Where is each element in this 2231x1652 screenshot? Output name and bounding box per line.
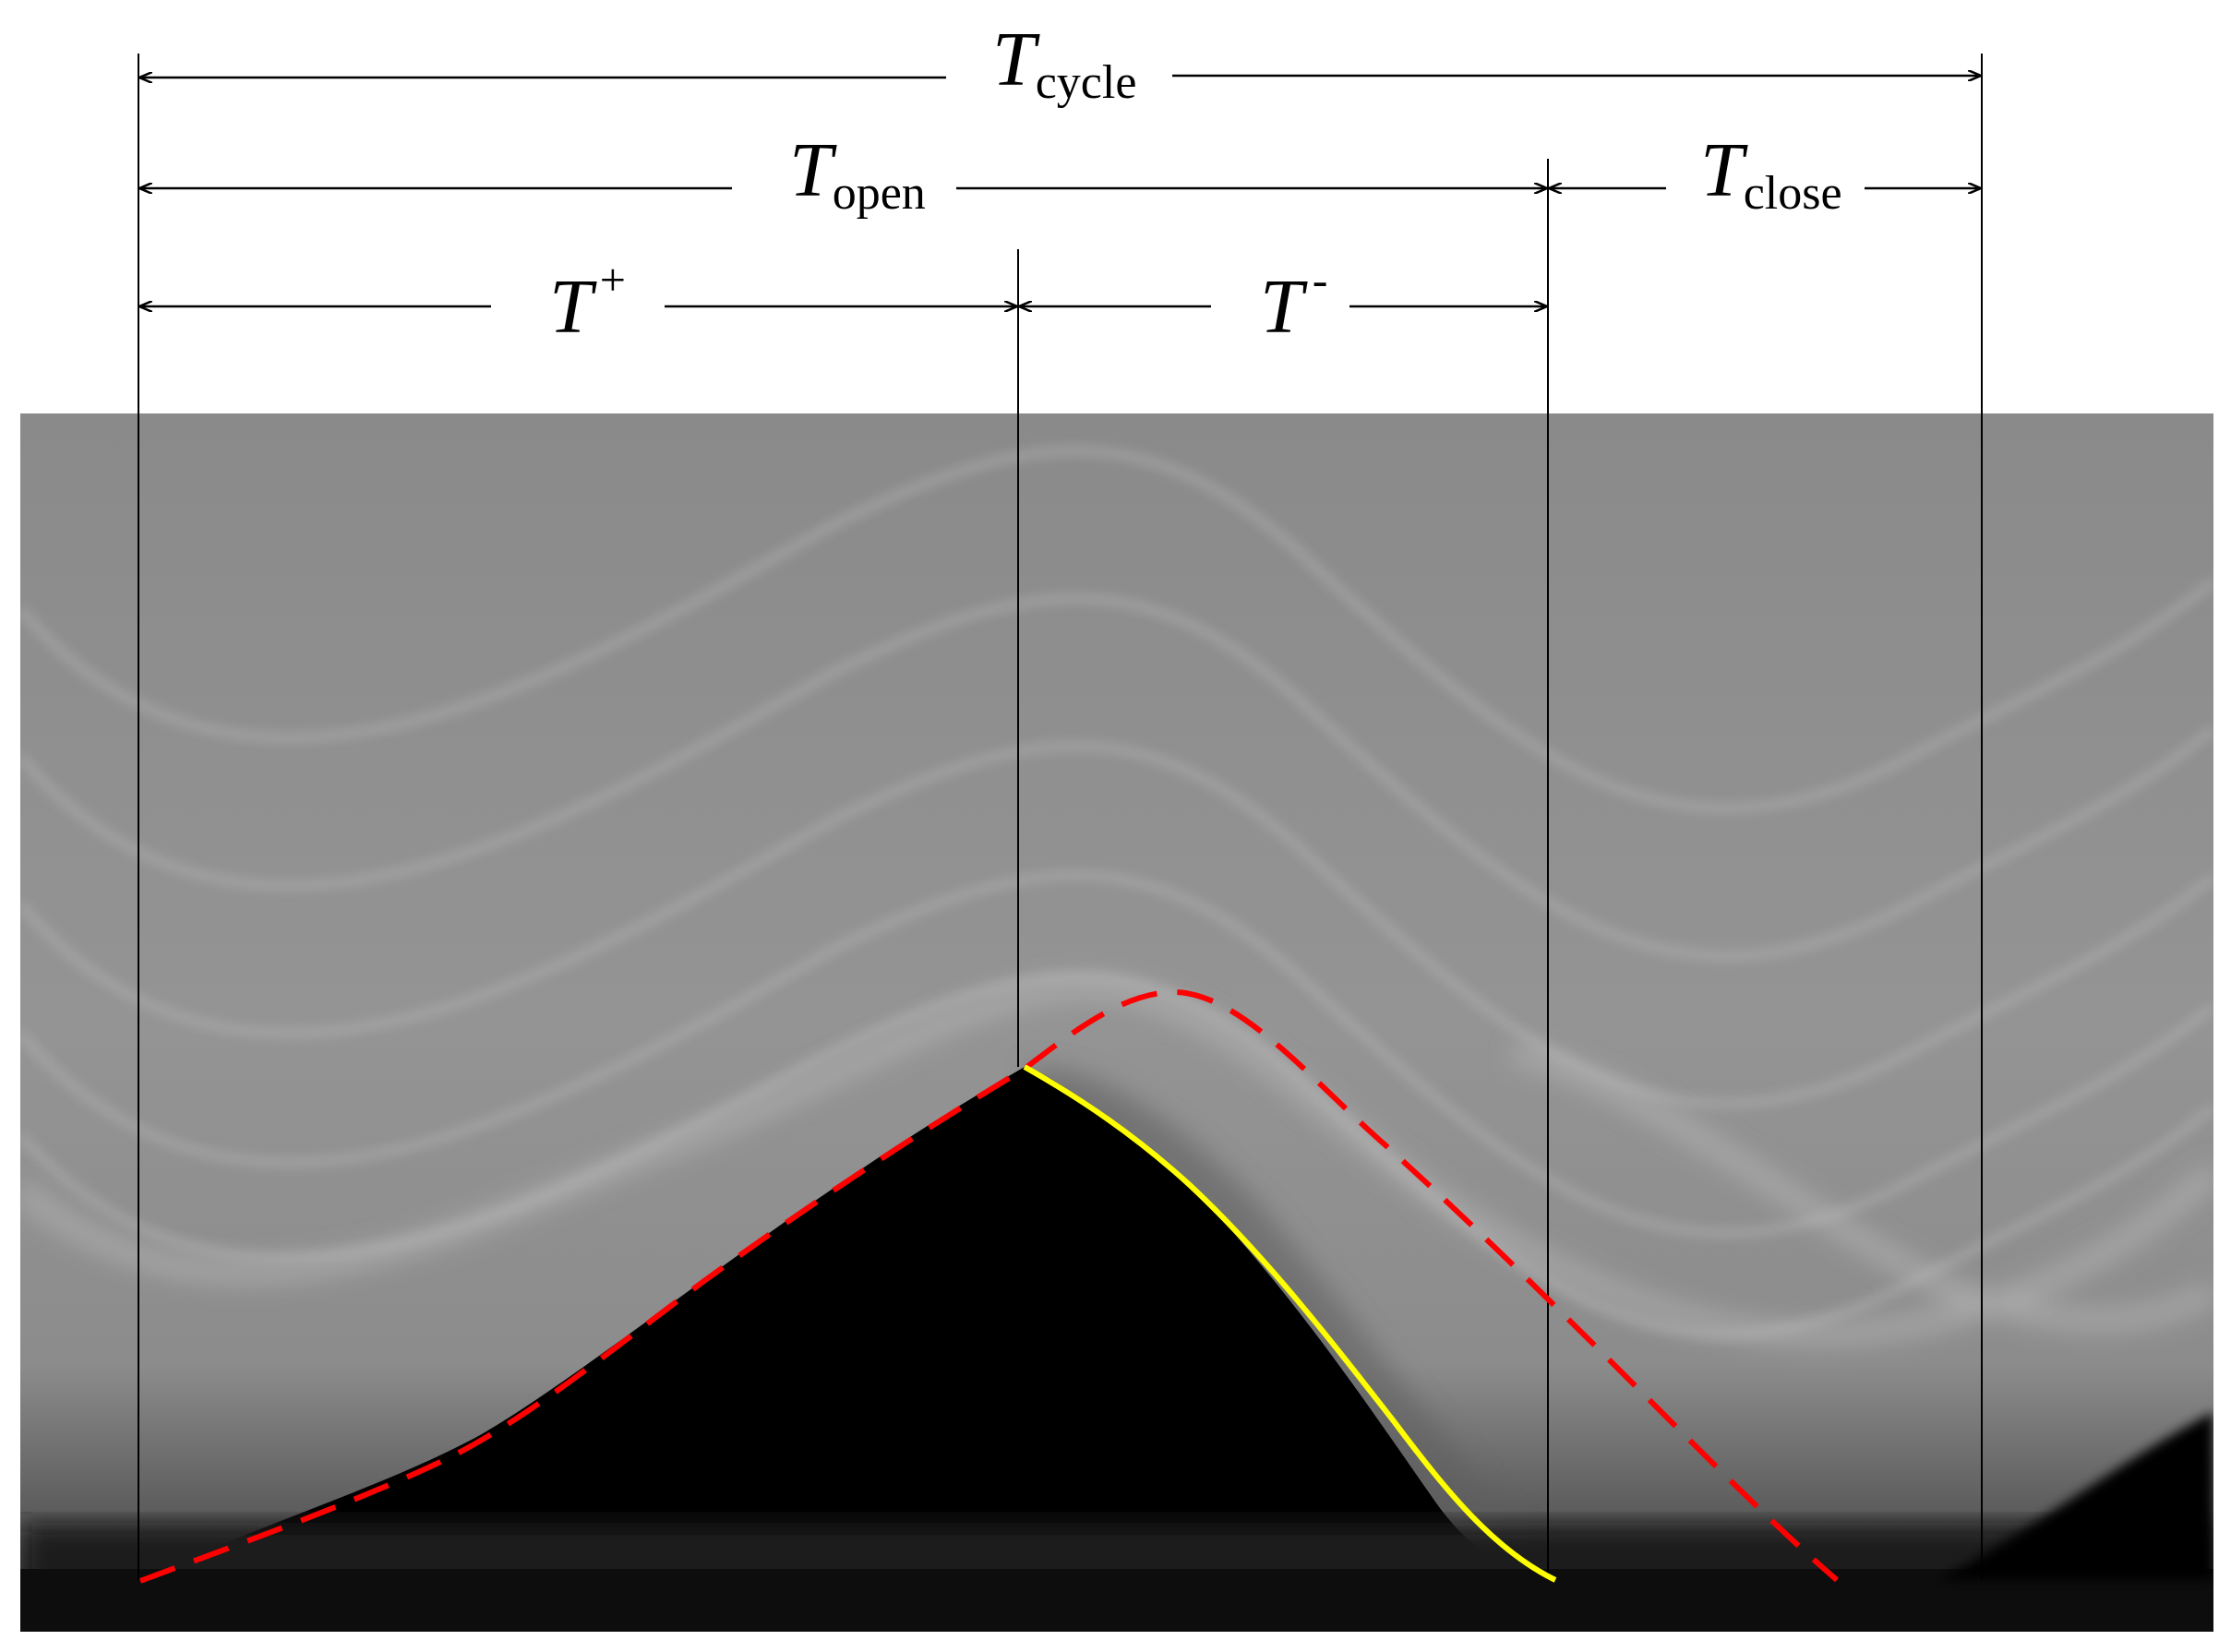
dimension-arrows xyxy=(140,76,1980,306)
yellow-solid-curve xyxy=(1023,1064,1557,1583)
label-t-minus: T- xyxy=(1260,254,1327,350)
wave-highlight xyxy=(20,978,2213,1343)
label-t-open: Topen xyxy=(789,127,926,220)
right-hump xyxy=(1938,1412,2213,1580)
label-t-close: Tclose xyxy=(1700,127,1842,220)
guide-lines xyxy=(138,54,1983,1580)
image-region xyxy=(20,413,2213,1632)
label-t-plus: T + xyxy=(549,254,626,350)
red-dashed-curve xyxy=(138,988,1839,1584)
label-t-cycle: Tcycle xyxy=(992,17,1136,109)
bottom-band-core xyxy=(20,1569,2213,1632)
